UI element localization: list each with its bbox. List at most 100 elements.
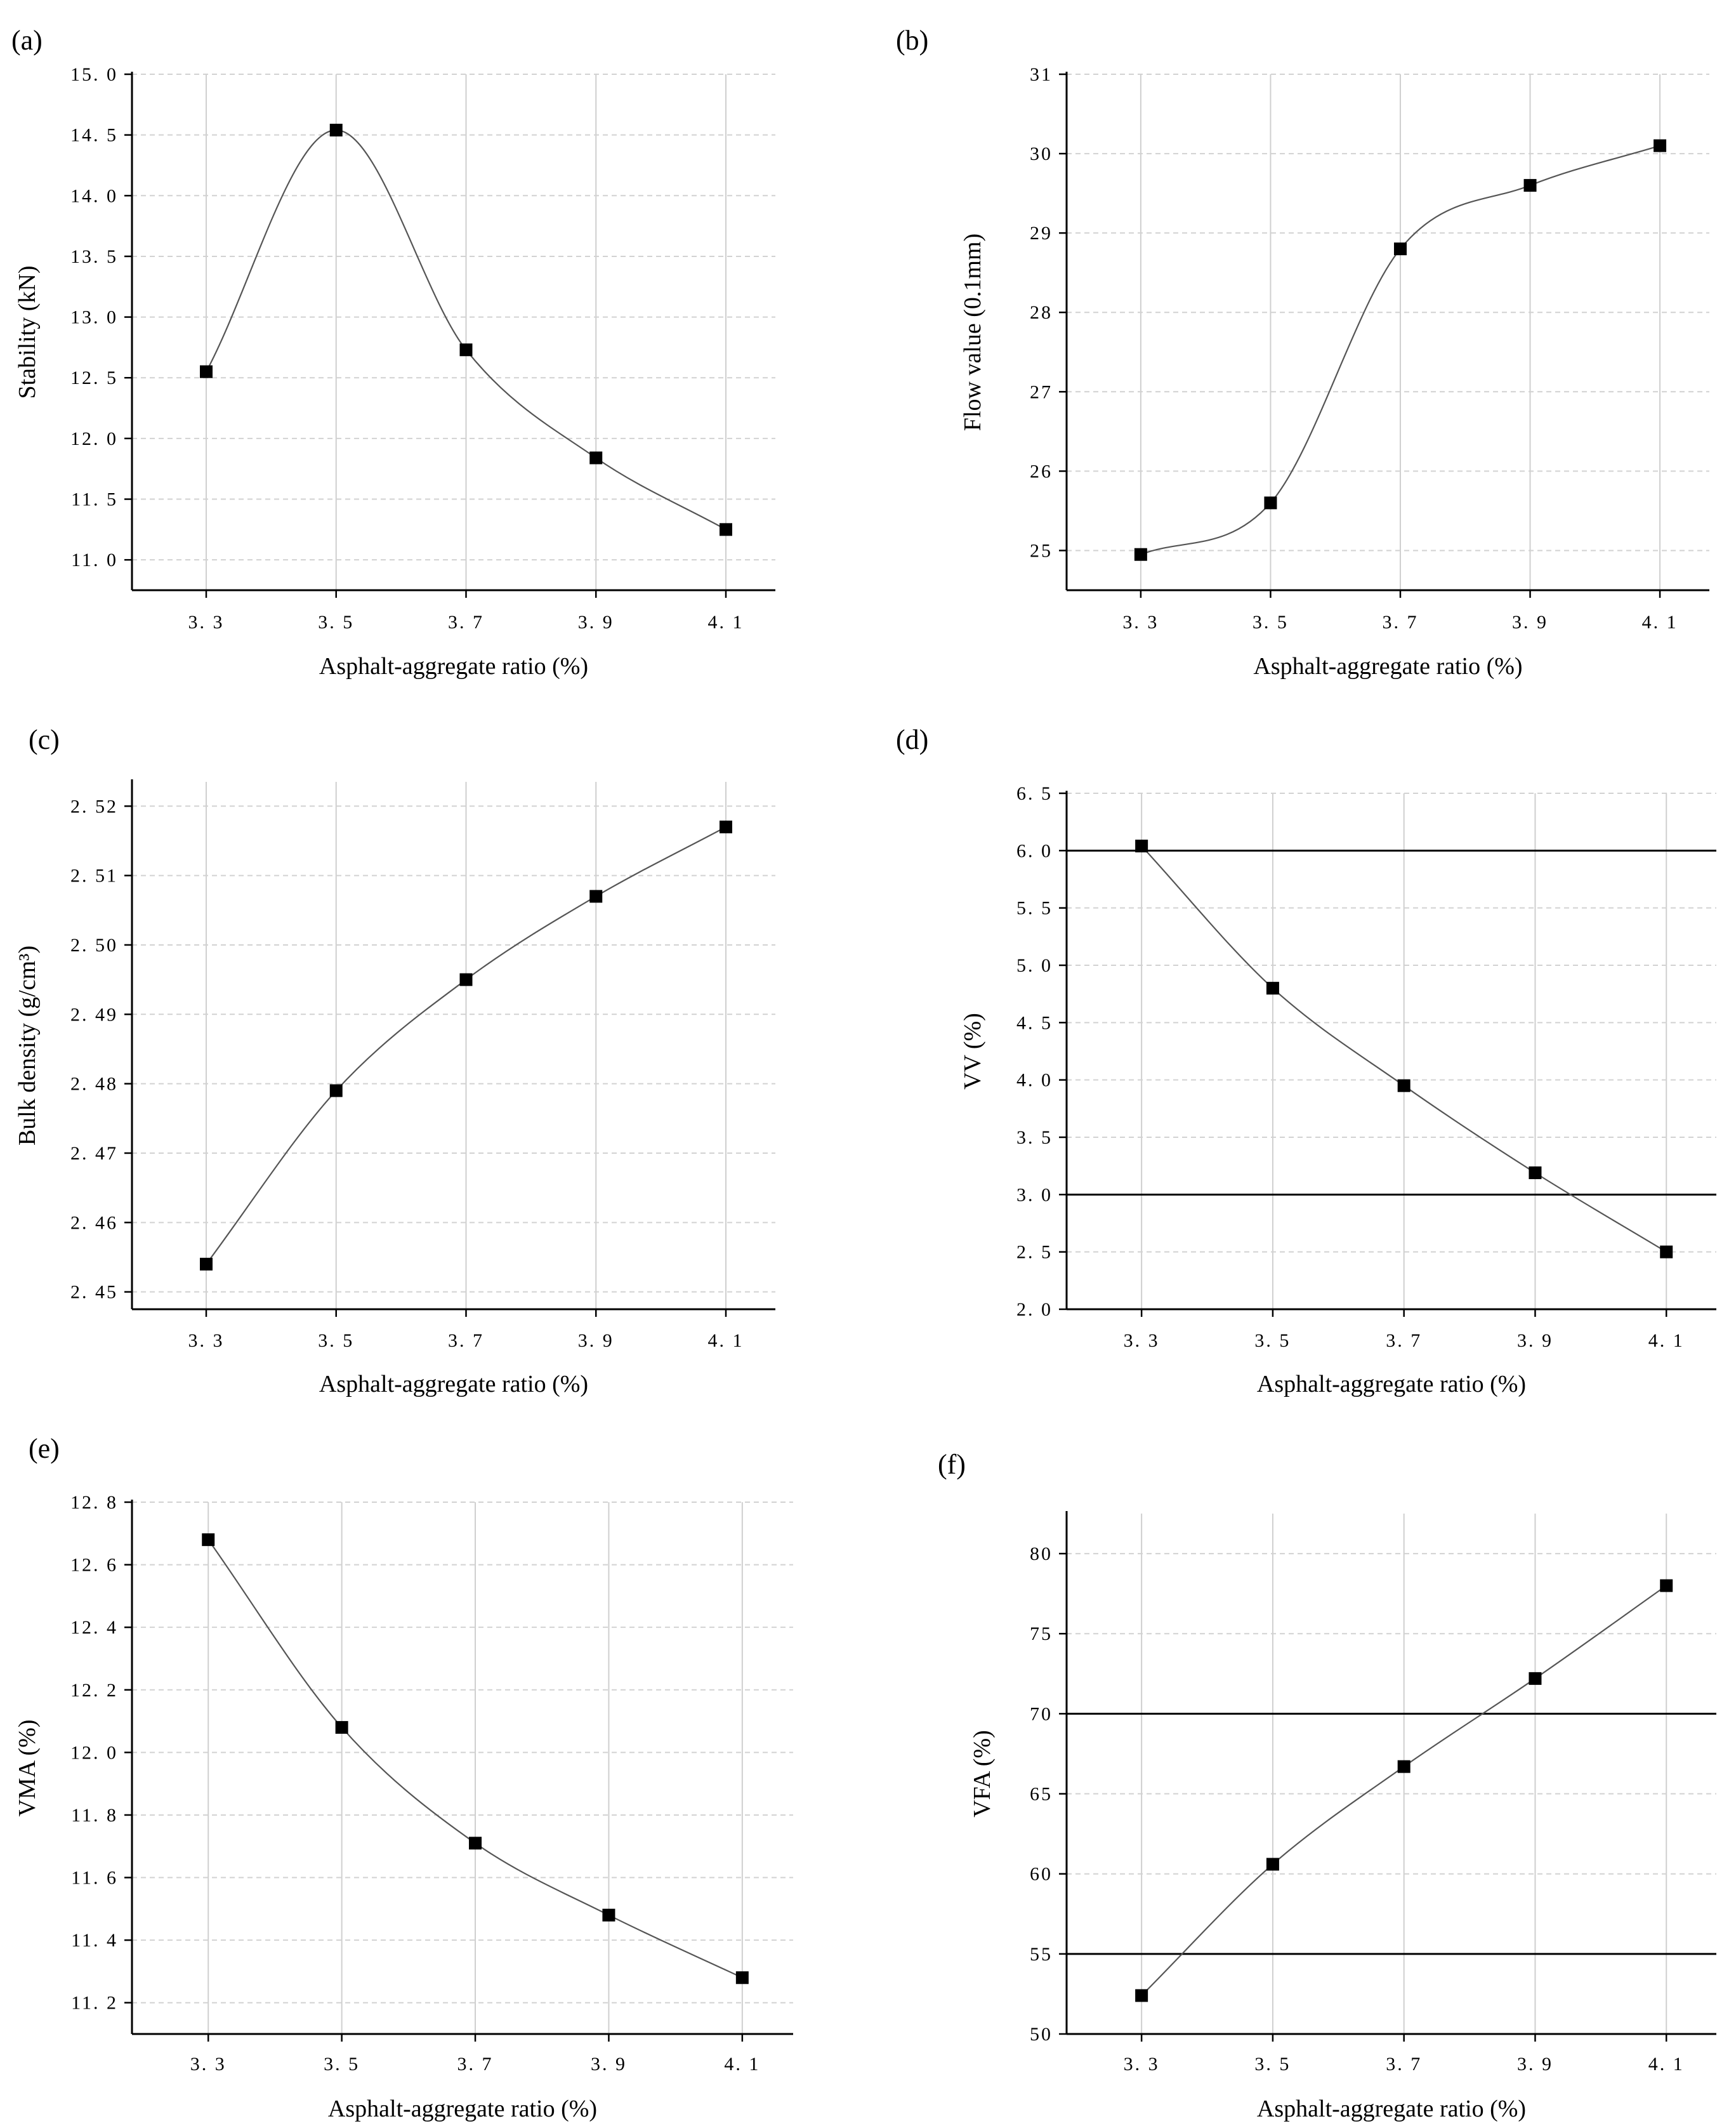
x-axis-title: Asphalt-aggregate ratio (%): [319, 653, 588, 680]
y-axis-title: VFA (%): [969, 1730, 996, 1818]
x-tick-label: 3. 3: [1122, 612, 1159, 633]
x-tick-label: 3. 7: [1386, 2054, 1422, 2075]
data-point-marker: [1266, 982, 1279, 995]
y-axis-title: Flow value (0.1mm): [959, 234, 986, 431]
y-tick-label: 60: [1030, 1864, 1053, 1885]
y-tick-label: 2. 50: [70, 935, 118, 956]
chart-panel-e: 11. 2 11. 4 11. 6 11. 8 12. 0 12. 2 12. 4 12. 6…: [14, 1433, 793, 2122]
x-tick-label: 3. 9: [1517, 2054, 1553, 2075]
series-line: [206, 129, 727, 531]
y-tick-label: 12. 2: [70, 1680, 118, 1701]
data-point-marker: [1660, 1245, 1673, 1258]
y-tick-label: 30: [1030, 143, 1053, 164]
x-tick-label: 3. 5: [1254, 2054, 1291, 2075]
x-tick-label: 3. 3: [1124, 2054, 1160, 2075]
data-point-marker: [200, 1257, 213, 1271]
y-tick-label: 11. 0: [71, 550, 118, 571]
y-tick-label: 70: [1030, 1703, 1053, 1724]
data-point-marker: [1397, 1079, 1410, 1092]
x-tick-label: 3. 9: [578, 1330, 614, 1351]
data-point-marker: [1393, 242, 1407, 256]
x-axis-title: Asphalt-aggregate ratio (%): [319, 1371, 588, 1397]
y-tick-label: 6. 5: [1016, 783, 1053, 804]
x-tick-label: 3. 7: [448, 612, 484, 633]
data-point-marker: [1266, 1858, 1279, 1871]
panel-label: (e): [29, 1433, 60, 1464]
data-point-marker: [469, 1837, 482, 1850]
x-tick-label: 3. 9: [578, 612, 614, 633]
x-tick-label: 3. 9: [1517, 1330, 1553, 1351]
chart-panel-d: 2. 0 2. 5 3. 0 3. 5 4. 0 4. 5 5. 0 5. 5 6. 0 6. 5…: [896, 724, 1716, 1397]
x-tick-label: 4. 1: [708, 612, 744, 633]
panel-label: (b): [896, 25, 928, 56]
y-tick-label: 55: [1030, 1944, 1053, 1965]
y-tick-label: 5. 0: [1016, 955, 1053, 976]
data-point-marker: [720, 821, 732, 834]
x-axis-title: Asphalt-aggregate ratio (%): [328, 2096, 597, 2122]
y-tick-label: 12. 0: [70, 1742, 118, 1763]
data-point-marker: [1529, 1672, 1542, 1685]
y-tick-label: 27: [1030, 381, 1053, 402]
y-tick-label: 2. 45: [70, 1282, 118, 1303]
y-tick-label: 13. 0: [70, 307, 118, 328]
y-tick-label: 11. 4: [71, 1930, 118, 1951]
chart-panel-a: 11. 0 11. 5 12. 0 12. 5 13. 0 13. 5 14. 0 14. 5…: [11, 25, 775, 680]
x-tick-label: 4. 1: [1642, 612, 1678, 633]
data-point-marker: [335, 1720, 348, 1734]
y-tick-label: 65: [1030, 1784, 1053, 1805]
data-point-marker: [589, 451, 603, 465]
y-tick-label: 2. 49: [70, 1004, 118, 1025]
y-tick-label: 2. 0: [1016, 1299, 1053, 1320]
y-tick-label: 25: [1030, 540, 1053, 561]
y-tick-label: 26: [1030, 461, 1053, 482]
y-tick-label: 80: [1030, 1543, 1053, 1564]
panel-label: (f): [938, 1449, 966, 1480]
x-axis-title: Asphalt-aggregate ratio (%): [1253, 653, 1522, 680]
y-tick-label: 2. 52: [70, 796, 118, 817]
x-tick-label: 4. 1: [708, 1330, 744, 1351]
y-axis-title: VV (%): [959, 1013, 986, 1090]
y-tick-label: 11. 6: [71, 1868, 118, 1889]
panel-label: (a): [11, 25, 43, 56]
data-point-marker: [589, 890, 603, 903]
y-tick-label: 4. 0: [1016, 1070, 1053, 1091]
y-tick-label: 31: [1030, 64, 1053, 85]
x-tick-label: 3. 9: [591, 2054, 627, 2075]
data-point-marker: [720, 523, 732, 536]
series-line: [1140, 145, 1660, 555]
y-tick-label: 12. 5: [70, 367, 118, 388]
series-line: [206, 826, 727, 1265]
x-tick-label: 3. 7: [1382, 612, 1418, 633]
data-point-marker: [1660, 1579, 1673, 1592]
y-tick-label: 2. 46: [70, 1212, 118, 1233]
data-point-marker: [1135, 1989, 1148, 2002]
x-tick-label: 3. 3: [188, 1330, 225, 1351]
data-point-marker: [735, 1971, 749, 1984]
y-tick-label: 4. 5: [1016, 1012, 1053, 1033]
x-axis-title: Asphalt-aggregate ratio (%): [1257, 2096, 1526, 2122]
data-point-marker: [1523, 179, 1537, 192]
data-point-marker: [1529, 1166, 1542, 1180]
panel-label: (c): [29, 724, 60, 755]
x-tick-label: 3. 3: [190, 2054, 227, 2075]
y-tick-label: 15. 0: [70, 64, 118, 85]
y-tick-label: 5. 5: [1016, 898, 1053, 919]
x-tick-label: 3. 5: [318, 612, 354, 633]
y-tick-label: 3. 5: [1016, 1127, 1053, 1148]
x-tick-label: 4. 1: [724, 2054, 760, 2075]
data-point-marker: [329, 1084, 343, 1097]
x-tick-label: 3. 5: [324, 2054, 360, 2075]
y-tick-label: 11. 5: [71, 489, 118, 510]
x-tick-label: 3. 9: [1512, 612, 1548, 633]
data-point-marker: [200, 365, 213, 378]
y-tick-label: 14. 0: [70, 185, 118, 206]
data-point-marker: [602, 1908, 615, 1922]
x-tick-label: 3. 7: [1386, 1330, 1422, 1351]
y-axis-title: Stability (kN): [14, 265, 41, 399]
data-point-marker: [459, 973, 473, 986]
x-tick-label: 3. 3: [1124, 1330, 1160, 1351]
y-tick-label: 2. 47: [70, 1143, 118, 1164]
y-tick-label: 12. 4: [70, 1617, 118, 1638]
x-tick-label: 3. 7: [457, 2054, 494, 2075]
data-point-marker: [1135, 840, 1148, 853]
